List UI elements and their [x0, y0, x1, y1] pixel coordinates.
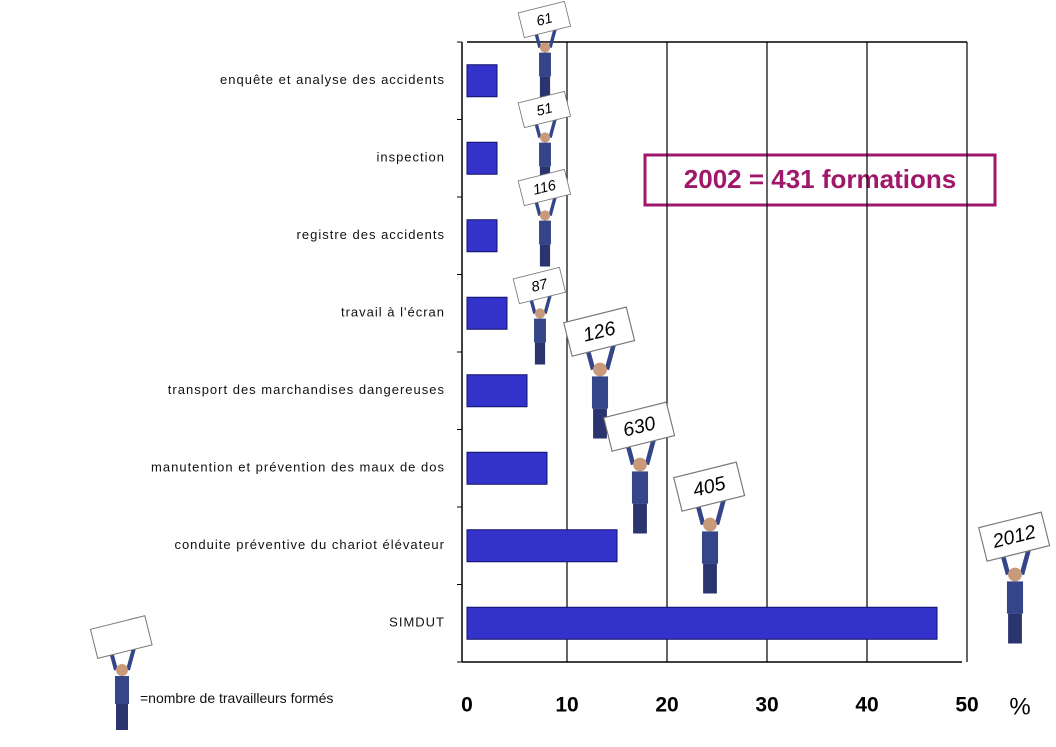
category-label: inspection — [376, 150, 445, 165]
figure-legs — [540, 244, 550, 266]
bar — [467, 452, 547, 484]
figure-body — [115, 676, 129, 704]
bar — [467, 220, 497, 252]
bar — [467, 375, 527, 407]
figure-body — [534, 319, 546, 343]
figure-body — [632, 471, 648, 503]
category-label: travail à l'écran — [341, 305, 445, 320]
x-tick-label: 30 — [755, 694, 778, 717]
figure-arm — [550, 197, 555, 216]
figure-head — [703, 518, 717, 532]
figure-legs — [1008, 614, 1022, 644]
legend-note-box: =nombre de travailleurs formés — [140, 690, 360, 740]
figure-head — [116, 664, 128, 676]
figure-legs — [633, 504, 647, 534]
figure-body — [702, 531, 718, 563]
bar — [467, 530, 617, 562]
figure-sign: 630 — [604, 402, 675, 451]
figure-sign: 405 — [674, 462, 745, 511]
category-label: conduite préventive du chariot élévateur — [174, 537, 445, 552]
bar — [467, 142, 497, 174]
sign-card — [90, 616, 152, 659]
x-tick-label: 0 — [461, 694, 473, 717]
figure-sign: 126 — [564, 307, 635, 356]
figure-sign — [90, 616, 152, 659]
figure-sign: 87 — [513, 267, 565, 303]
x-tick-label: 40 — [855, 694, 878, 717]
category-label: registre des accidents — [297, 227, 445, 242]
figure-head — [540, 210, 550, 220]
figure-body — [592, 376, 608, 408]
worker-figure: 630 — [604, 402, 675, 533]
figure-legs — [116, 704, 128, 730]
category-label: manutention et prévention des maux de do… — [151, 460, 445, 475]
figure-sign: 61 — [518, 1, 570, 37]
figure-arm — [607, 344, 614, 369]
figure-head — [633, 458, 647, 472]
x-tick-label: 20 — [655, 694, 678, 717]
figure-head — [540, 42, 550, 52]
bar — [467, 297, 507, 329]
figure-head — [1008, 568, 1022, 582]
x-tick-label: 10 — [555, 694, 578, 717]
figure-arm — [717, 499, 724, 524]
legend-note: =nombre de travailleurs formés — [140, 690, 340, 707]
figure-arm — [550, 29, 555, 48]
bar — [467, 607, 937, 639]
figure-legs — [535, 342, 545, 364]
figure-body — [539, 221, 551, 245]
figure-arm — [550, 119, 555, 138]
figure-body — [539, 53, 551, 77]
figure-sign: 116 — [518, 169, 570, 205]
worker-figure: 2012 — [979, 512, 1050, 643]
worker-figure: 405 — [674, 462, 745, 593]
figure-body — [539, 143, 551, 167]
figure-legs — [703, 564, 717, 594]
figure-arm — [1022, 549, 1029, 574]
category-label: transport des marchandises dangereuses — [168, 382, 445, 397]
worker-figure: 61 — [518, 1, 570, 98]
figure-sign: 51 — [518, 91, 570, 127]
category-label: enquête et analyse des accidents — [220, 72, 445, 87]
figure-sign: 2012 — [979, 512, 1050, 561]
figure-body — [1007, 581, 1023, 613]
bar — [467, 65, 497, 97]
figure-head — [593, 363, 607, 377]
figure-arm — [545, 295, 550, 314]
x-tick-label: 50 — [955, 694, 978, 717]
figure-head — [535, 308, 545, 318]
figure-arm — [128, 648, 134, 670]
worker-figure: 116 — [518, 169, 570, 266]
annotation: 2002 = 431 formations — [684, 164, 956, 194]
x-axis-label: % — [1009, 693, 1030, 720]
figure-arm — [647, 439, 654, 464]
chart: 2002 = 431 formations % =nombre de trava… — [0, 0, 1056, 742]
worker-figure: 87 — [513, 267, 565, 364]
category-label: SIMDUT — [389, 615, 445, 630]
figure-head — [540, 132, 550, 142]
